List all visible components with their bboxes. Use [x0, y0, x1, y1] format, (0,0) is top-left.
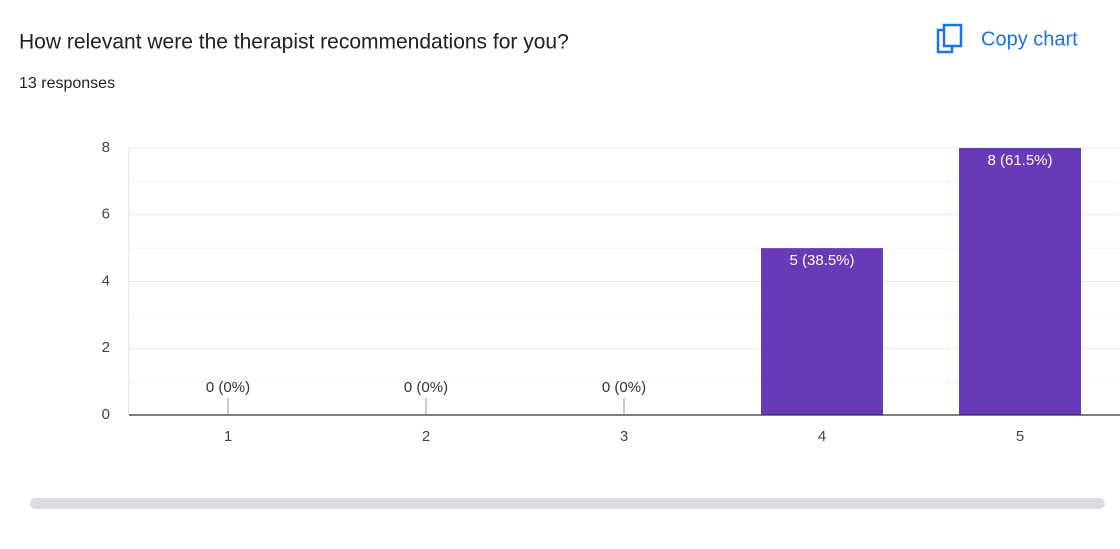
x-tick-label: 4: [818, 428, 826, 445]
value-label: 0 (0%): [404, 379, 448, 396]
x-tick-label: 3: [620, 428, 628, 445]
value-label: 0 (0%): [602, 379, 646, 396]
chart-title: How relevant were the therapist recommen…: [19, 31, 569, 54]
x-tick-label: 5: [1016, 428, 1024, 445]
y-tick-label: 4: [102, 272, 110, 289]
x-tick-label: 2: [422, 428, 430, 445]
copy-chart-button[interactable]: Copy chart: [936, 23, 1078, 54]
y-tick-label: 0: [102, 406, 110, 423]
value-label: 0 (0%): [206, 379, 250, 396]
bar: [959, 148, 1081, 415]
bar: [761, 248, 883, 415]
value-label: 8 (61.5%): [987, 152, 1052, 169]
y-tick-label: 6: [102, 206, 110, 223]
copy-icon-front: [942, 23, 963, 48]
chart-subtitle: 13 responses: [19, 75, 115, 92]
copy-chart-label[interactable]: Copy chart: [981, 28, 1078, 50]
y-tick-label: 8: [102, 139, 110, 156]
value-label: 5 (38.5%): [789, 252, 854, 269]
x-tick-label: 1: [224, 428, 232, 445]
scrollbar[interactable]: [30, 498, 1105, 509]
y-tick-label: 2: [102, 339, 110, 356]
